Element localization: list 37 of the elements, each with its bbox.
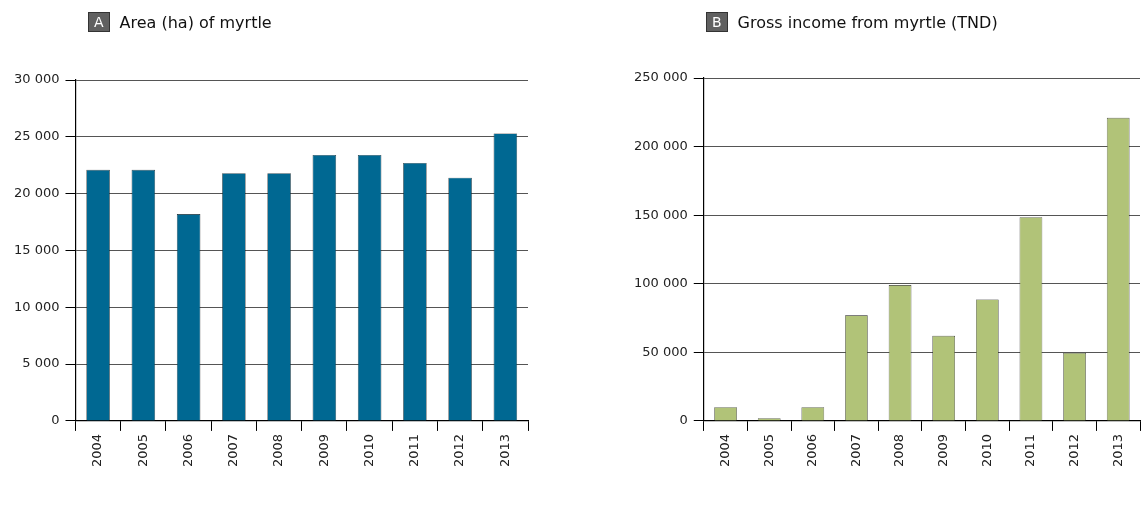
chart-title: Area (ha) of myrtle: [119, 12, 272, 32]
y-tick-label: 200 000: [633, 137, 688, 153]
x-tick-label: 2008: [891, 433, 907, 468]
x-tick-label: 2011: [1022, 433, 1038, 468]
y-tick-label: 30 000: [13, 71, 60, 87]
y-tick-label: 250 000: [633, 69, 688, 85]
y-tick-label: 100 000: [633, 275, 688, 291]
x-tick-label: 2005: [134, 433, 150, 468]
text: A: [88, 12, 110, 32]
y-tick-label: 5 000: [22, 355, 60, 371]
y-tick-label: 0: [51, 412, 60, 428]
x-tick-label: 2012: [451, 433, 467, 468]
x-tick-label: 2008: [270, 433, 286, 468]
x-tick-label: 2007: [225, 433, 241, 468]
y-tick-label: 50 000: [642, 343, 688, 359]
x-tick-label: 2013: [496, 433, 512, 468]
x-tick-label: 2004: [89, 433, 105, 468]
x-tick-label: 2009: [315, 433, 331, 468]
x-tick-label: 2005: [760, 433, 776, 468]
x-tick-label: 2006: [804, 433, 820, 468]
x-tick-label: 2010: [978, 433, 994, 468]
y-tick-label: 25 000: [13, 128, 60, 144]
y-tick-label: 15 000: [13, 241, 60, 257]
x-tick-label: 2009: [935, 433, 951, 468]
y-tick-label: 20 000: [13, 185, 60, 201]
y-tick-label: 0: [679, 412, 688, 428]
x-tick-label: 2007: [847, 433, 863, 468]
x-tick-label: 2013: [1109, 433, 1125, 468]
y-tick-label: 10 000: [13, 298, 60, 314]
x-tick-label: 2011: [406, 433, 422, 468]
x-tick-label: 2012: [1065, 433, 1081, 468]
chart-title: Gross income from myrtle (TND): [737, 12, 998, 32]
x-tick-label: 2006: [179, 433, 195, 468]
x-tick-label: 2010: [361, 433, 376, 468]
text: B: [706, 12, 728, 32]
y-tick-label: 150 000: [633, 206, 688, 222]
x-tick-label: 2004: [716, 433, 732, 468]
